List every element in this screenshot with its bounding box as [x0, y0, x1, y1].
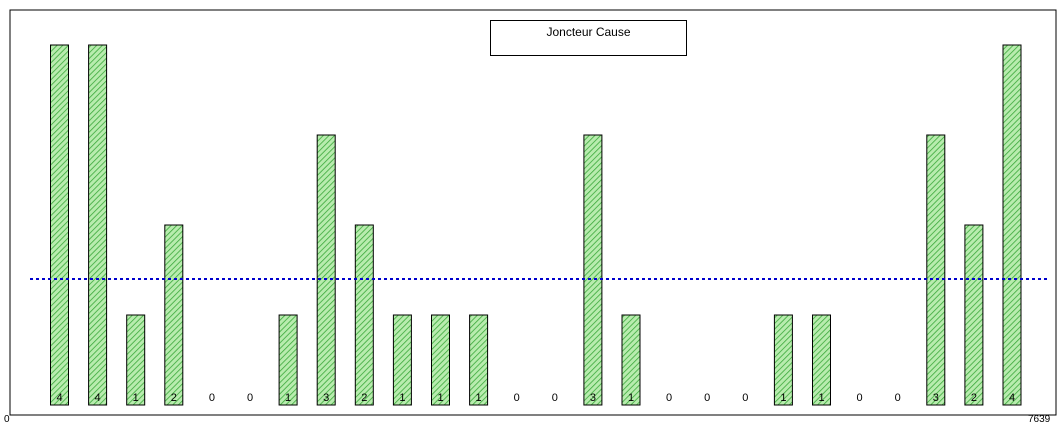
- bar-value-label: 0: [514, 392, 520, 404]
- bar-value-label: 0: [895, 392, 901, 404]
- bar-value-label: 0: [704, 392, 710, 404]
- bar-value-label: 1: [780, 392, 786, 404]
- bar-value-label: 2: [971, 392, 977, 404]
- bar-value-label: 3: [590, 392, 596, 404]
- plot-frame: [9, 9, 1057, 416]
- bar-value-label: 0: [552, 392, 558, 404]
- bar-value-label: 0: [209, 392, 215, 404]
- legend-label: Joncteur Cause: [546, 25, 631, 39]
- bar-value-label: 0: [857, 392, 863, 404]
- bar: [773, 314, 793, 406]
- bar: [126, 314, 146, 406]
- bar-value-label: 1: [133, 392, 139, 404]
- bar: [278, 314, 298, 406]
- x-axis-start-label: 0: [4, 414, 10, 425]
- bar: [812, 314, 831, 406]
- bar-value-label: 3: [323, 392, 329, 404]
- bar-value-label: 1: [437, 392, 443, 404]
- bar-value-label: 1: [628, 392, 634, 404]
- bar: [583, 134, 603, 406]
- bar-value-label: 4: [95, 392, 101, 404]
- bar: [926, 134, 946, 406]
- bar-value-label: 0: [742, 392, 748, 404]
- bar-value-label: 4: [1009, 392, 1015, 404]
- bar-value-label: 1: [818, 392, 824, 404]
- bar-value-label: 0: [247, 392, 253, 404]
- bar: [621, 314, 641, 406]
- bar: [392, 314, 412, 406]
- bar-value-label: 3: [933, 392, 939, 404]
- bar-value-label: 1: [285, 392, 291, 404]
- bar-value-label: 1: [399, 392, 405, 404]
- bar-value-label: 2: [361, 392, 367, 404]
- bar-value-label: 1: [476, 392, 482, 404]
- x-axis-end-label: 7639: [1028, 414, 1051, 425]
- bar: [354, 224, 374, 406]
- bar-value-label: 4: [56, 392, 62, 404]
- bar: [964, 224, 984, 406]
- bar-value-label: 0: [666, 392, 672, 404]
- bar: [431, 314, 450, 406]
- bar: [88, 44, 108, 406]
- bar: [469, 314, 489, 406]
- bar: [50, 44, 69, 406]
- bar: [164, 224, 184, 406]
- bar-value-label: 2: [171, 392, 177, 404]
- legend: Joncteur Cause: [490, 20, 687, 56]
- bar: [1002, 44, 1022, 406]
- bar: [316, 134, 336, 406]
